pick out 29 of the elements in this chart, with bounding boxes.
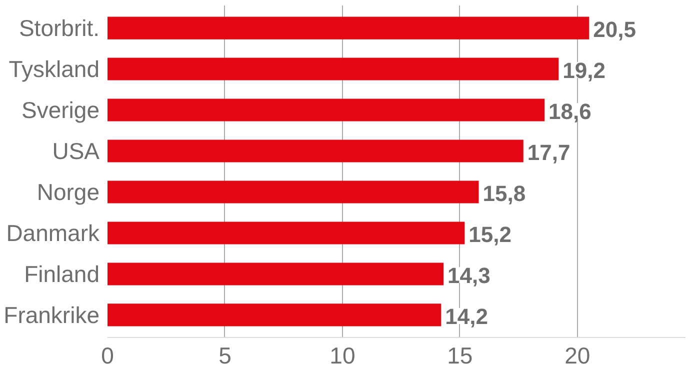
bar [108, 262, 444, 286]
bar [108, 140, 524, 162]
data-label: 18,6 [548, 99, 592, 124]
bar [108, 98, 545, 122]
data-label: 15,8 [482, 180, 526, 206]
x-tick-label: 0 [101, 342, 114, 366]
data-label: 14,2 [445, 304, 488, 329]
data-label: 20,5 [593, 17, 636, 42]
y-tick-label: USA [52, 138, 100, 164]
y-tick-label: Tyskland [8, 56, 100, 82]
x-tick-label: 15 [447, 342, 473, 366]
data-label: 19,2 [562, 58, 606, 84]
y-tick-label: Sverige [22, 97, 100, 124]
y-tick-label: Storbrit. [18, 15, 100, 42]
bar [108, 222, 465, 244]
bar [108, 180, 479, 204]
bar [108, 16, 590, 40]
y-tick-label: Norge [36, 178, 100, 205]
bar [108, 58, 559, 80]
bar [108, 304, 442, 326]
y-tick-label: Frankrike [4, 302, 100, 328]
x-tick-label: 10 [330, 342, 356, 366]
x-tick-label: 20 [564, 342, 590, 366]
data-label: 15,2 [468, 222, 512, 247]
data-label: 17,7 [527, 140, 570, 166]
data-label: 14,3 [447, 262, 490, 288]
x-tick-label: 5 [218, 342, 232, 366]
y-tick-label: Danmark [6, 220, 100, 246]
y-tick-label: Finland [24, 260, 100, 287]
